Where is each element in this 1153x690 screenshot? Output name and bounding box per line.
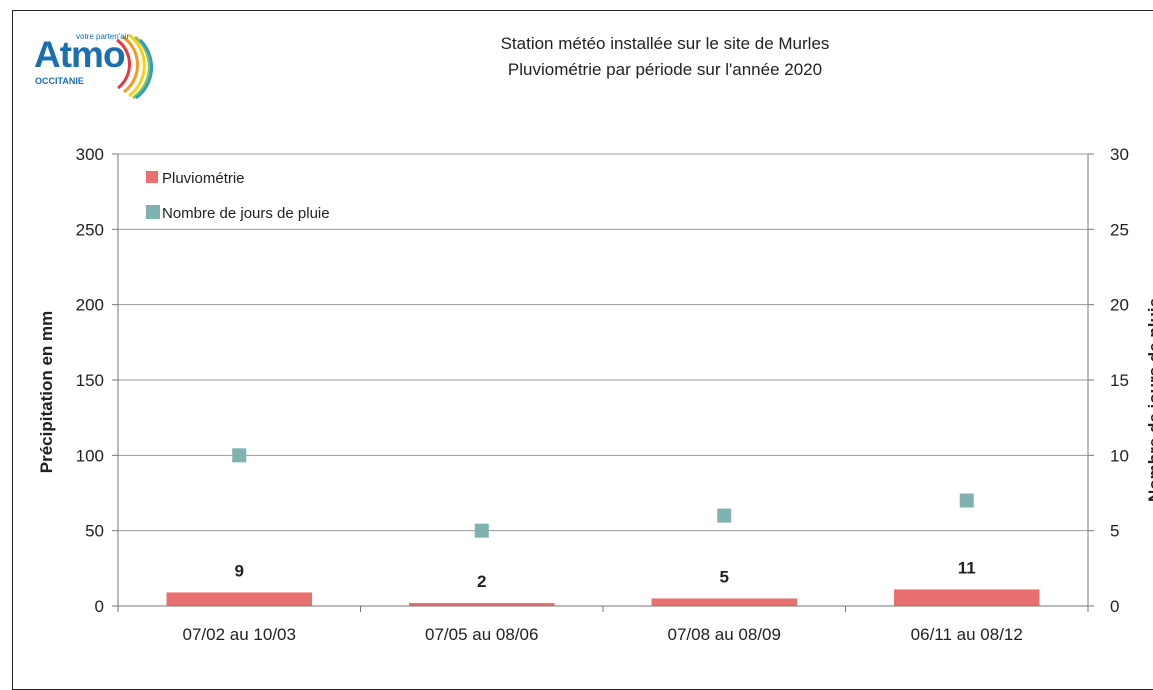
- bar: [651, 598, 797, 606]
- atmo-logo: Atmo votre parten'air OCCITANIE: [22, 28, 172, 104]
- logo-arcs-icon: [116, 33, 154, 100]
- legend-label: Nombre de jours de pluie: [162, 205, 330, 222]
- y-tick-label: 50: [85, 522, 104, 541]
- y2-axis-title: Nombre de jours de pluie: [1145, 298, 1153, 502]
- y-tick-label: 200: [76, 296, 104, 315]
- chart-canvas: 92 5 11 05010015020025030005101520253007/0…: [37, 145, 1153, 644]
- y2-tick-label: 5: [1110, 522, 1119, 541]
- x-tick-label: 07/08 au 08/09: [668, 625, 781, 644]
- y2-tick-label: 30: [1110, 145, 1129, 164]
- bar: [894, 589, 1040, 606]
- x-tick-label: 07/05 au 08/06: [425, 625, 538, 644]
- bar-data-label: 9: [235, 561, 244, 580]
- y2-tick-label: 20: [1110, 296, 1129, 315]
- bar: [166, 592, 312, 606]
- y2-tick-label: 25: [1110, 220, 1129, 239]
- rain-days-point: [717, 508, 732, 523]
- x-tick-label: 07/02 au 10/03: [183, 625, 296, 644]
- legend-swatch-point: [146, 205, 160, 219]
- y-tick-label: 100: [76, 446, 104, 465]
- rain-days-point: [959, 493, 974, 508]
- y-axis-title: Précipitation en mm: [37, 311, 56, 473]
- bar-data-label: 2: [477, 572, 486, 591]
- rain-days-point: [474, 523, 489, 538]
- bar-data-label: 5: [720, 567, 729, 586]
- bar-data-label: 11: [958, 558, 976, 577]
- x-tick-label: 06/11 au 08/12: [911, 625, 1023, 644]
- chart-subtitle: Pluviométrie par période sur l'année 202…: [507, 60, 823, 79]
- y-tick-label: 250: [76, 220, 104, 239]
- y2-tick-label: 10: [1110, 446, 1129, 465]
- y2-tick-label: 0: [1110, 597, 1119, 616]
- y-tick-label: 300: [76, 145, 104, 164]
- y-tick-label: 150: [76, 371, 104, 390]
- y2-tick-label: 15: [1110, 371, 1129, 390]
- logo-region: OCCITANIE: [35, 76, 84, 86]
- legend-label: Pluviométrie: [162, 170, 245, 187]
- rain-days-point: [232, 448, 247, 463]
- bar: [409, 602, 555, 606]
- logo-tagline: votre parten'air: [76, 32, 130, 41]
- logo-text: Atmo: [34, 34, 126, 75]
- chart-title: Station météo installée sur le site de M…: [500, 34, 830, 53]
- legend-swatch-bar: [146, 171, 158, 183]
- y-tick-label: 0: [95, 597, 104, 616]
